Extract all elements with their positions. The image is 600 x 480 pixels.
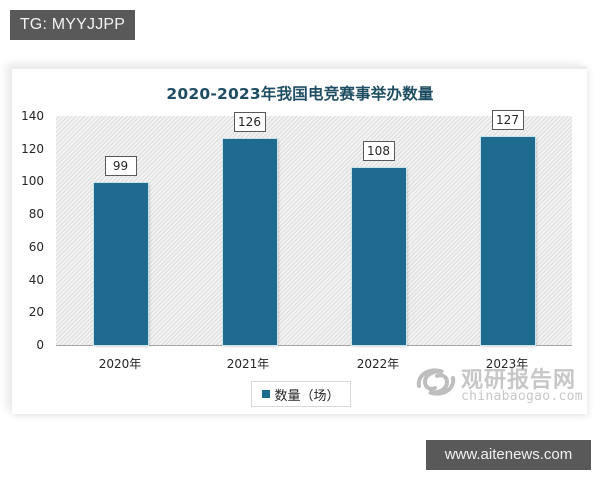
- legend-swatch-icon: [262, 390, 271, 398]
- bar-data-label: 126: [233, 111, 266, 132]
- x-tick: 2020年: [98, 357, 142, 371]
- y-tick: 0: [36, 338, 44, 352]
- site-url-badge: www.aitenews.com: [426, 440, 591, 470]
- y-tick: 80: [28, 207, 44, 222]
- legend-label: 数量（场）: [274, 388, 340, 404]
- bar: [480, 137, 535, 345]
- bar-data-label: 127: [491, 110, 524, 131]
- x-axis-line: [56, 345, 572, 346]
- x-tick: 2022年: [356, 357, 400, 371]
- y-tick: 140: [21, 109, 44, 123]
- tg-badge: TG: MYYJJPP: [10, 10, 135, 40]
- watermark-en-text: chinabaogao.com: [461, 389, 583, 404]
- x-tick: 2021年: [226, 357, 270, 371]
- y-tick: 120: [21, 141, 44, 156]
- watermark: 观研报告网 chinabaogao.com: [413, 362, 583, 407]
- chinabaogao-swirl-logo-icon: [416, 368, 456, 396]
- x-tick: 2023年: [485, 357, 529, 371]
- watermark-cn-text: 观研报告网: [461, 368, 577, 393]
- y-tick: 60: [28, 239, 44, 254]
- chart-title: 2020-2023年我国电竞赛事举办数量: [166, 85, 434, 103]
- bar: [222, 138, 277, 345]
- y-tick: 100: [21, 174, 44, 189]
- bar: [351, 168, 406, 345]
- y-tick: 40: [28, 272, 44, 287]
- bar: [93, 183, 148, 345]
- y-tick: 20: [28, 305, 44, 320]
- chart-legend: 数量（场）: [251, 381, 351, 407]
- bar-data-label: 99: [104, 156, 137, 177]
- bar-data-label: 108: [362, 141, 395, 162]
